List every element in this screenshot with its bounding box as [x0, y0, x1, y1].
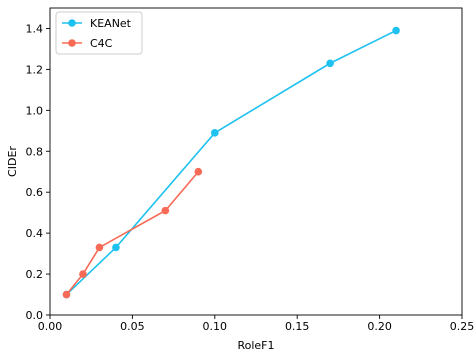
y-tick-label: 0.4: [26, 227, 44, 240]
legend-item: C4C: [62, 37, 113, 50]
data-point: [326, 59, 334, 68]
plot-area: [49, 7, 463, 316]
series-c4c: [62, 167, 203, 299]
y-axis-ticks: 0.0 0.2 0.4 0.6 0.8 1.0 1.2 1.4: [26, 22, 50, 322]
legend-label: KEANet: [90, 17, 132, 30]
data-point: [194, 167, 203, 176]
data-point: [95, 243, 104, 252]
data-point: [392, 26, 400, 35]
x-tick-label: 0.20: [367, 320, 392, 333]
x-axis-label: RoleF1: [237, 339, 274, 352]
series-layer: [62, 26, 400, 299]
y-tick-label: 0.6: [26, 186, 44, 199]
x-tick-label: 0.00: [38, 320, 63, 333]
y-axis-label: CIDEr: [6, 146, 19, 177]
data-point: [161, 206, 170, 215]
plot-frame: [49, 7, 463, 316]
y-tick-label: 0.2: [26, 268, 44, 281]
y-tick-label: 0.8: [26, 145, 44, 158]
legend-marker: [68, 39, 76, 47]
x-tick-label: 0.25: [450, 320, 474, 333]
data-point: [112, 243, 120, 252]
data-point: [62, 290, 71, 299]
x-tick-label: 0.10: [203, 320, 228, 333]
x-axis-ticks: 0.00 0.05 0.10 0.15 0.20 0.25: [38, 315, 474, 333]
legend-label: C4C: [90, 37, 113, 50]
x-tick-label: 0.05: [120, 320, 145, 333]
y-tick-label: 1.0: [26, 104, 44, 117]
legend: KEANet C4C: [55, 11, 143, 55]
series-keanet: [62, 26, 400, 299]
y-tick-label: 0.0: [26, 309, 44, 322]
x-tick-label: 0.15: [285, 320, 310, 333]
series-line: [65, 29, 397, 296]
y-tick-label: 1.2: [26, 63, 44, 76]
y-tick-label: 1.4: [26, 22, 44, 35]
legend-marker: [68, 19, 76, 27]
legend-item: KEANet: [62, 17, 132, 30]
data-point: [79, 270, 87, 278]
data-point: [211, 129, 219, 137]
